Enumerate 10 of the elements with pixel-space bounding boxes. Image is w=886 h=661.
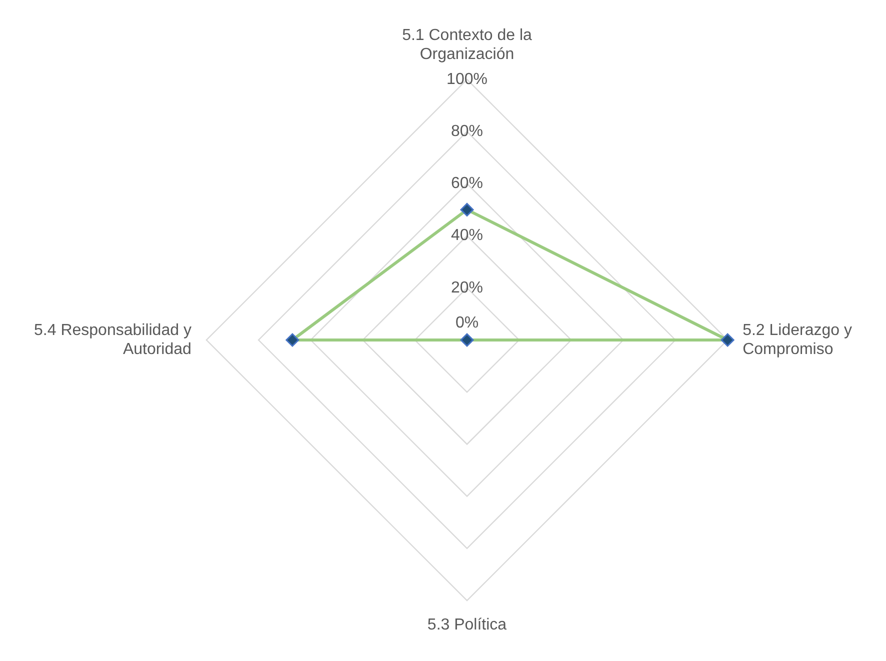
spoke-label: 5.1 Contexto de la Organización [402,27,532,64]
y-tick-label: 80% [450,122,484,140]
y-tick-label: 20% [450,279,484,296]
spoke-label: 5.2 Liderazgo y Compromiso [742,322,852,358]
y-tick-label: 60% [450,175,484,192]
spoke-label: 5.3 Política [427,616,507,634]
spoke-label: 5.4 Responsabilidad y Autoridad [34,322,192,358]
y-tick-label: 0% [455,314,479,332]
y-tick-label: 40% [450,227,484,244]
y-tick-label: 100% [446,70,488,88]
